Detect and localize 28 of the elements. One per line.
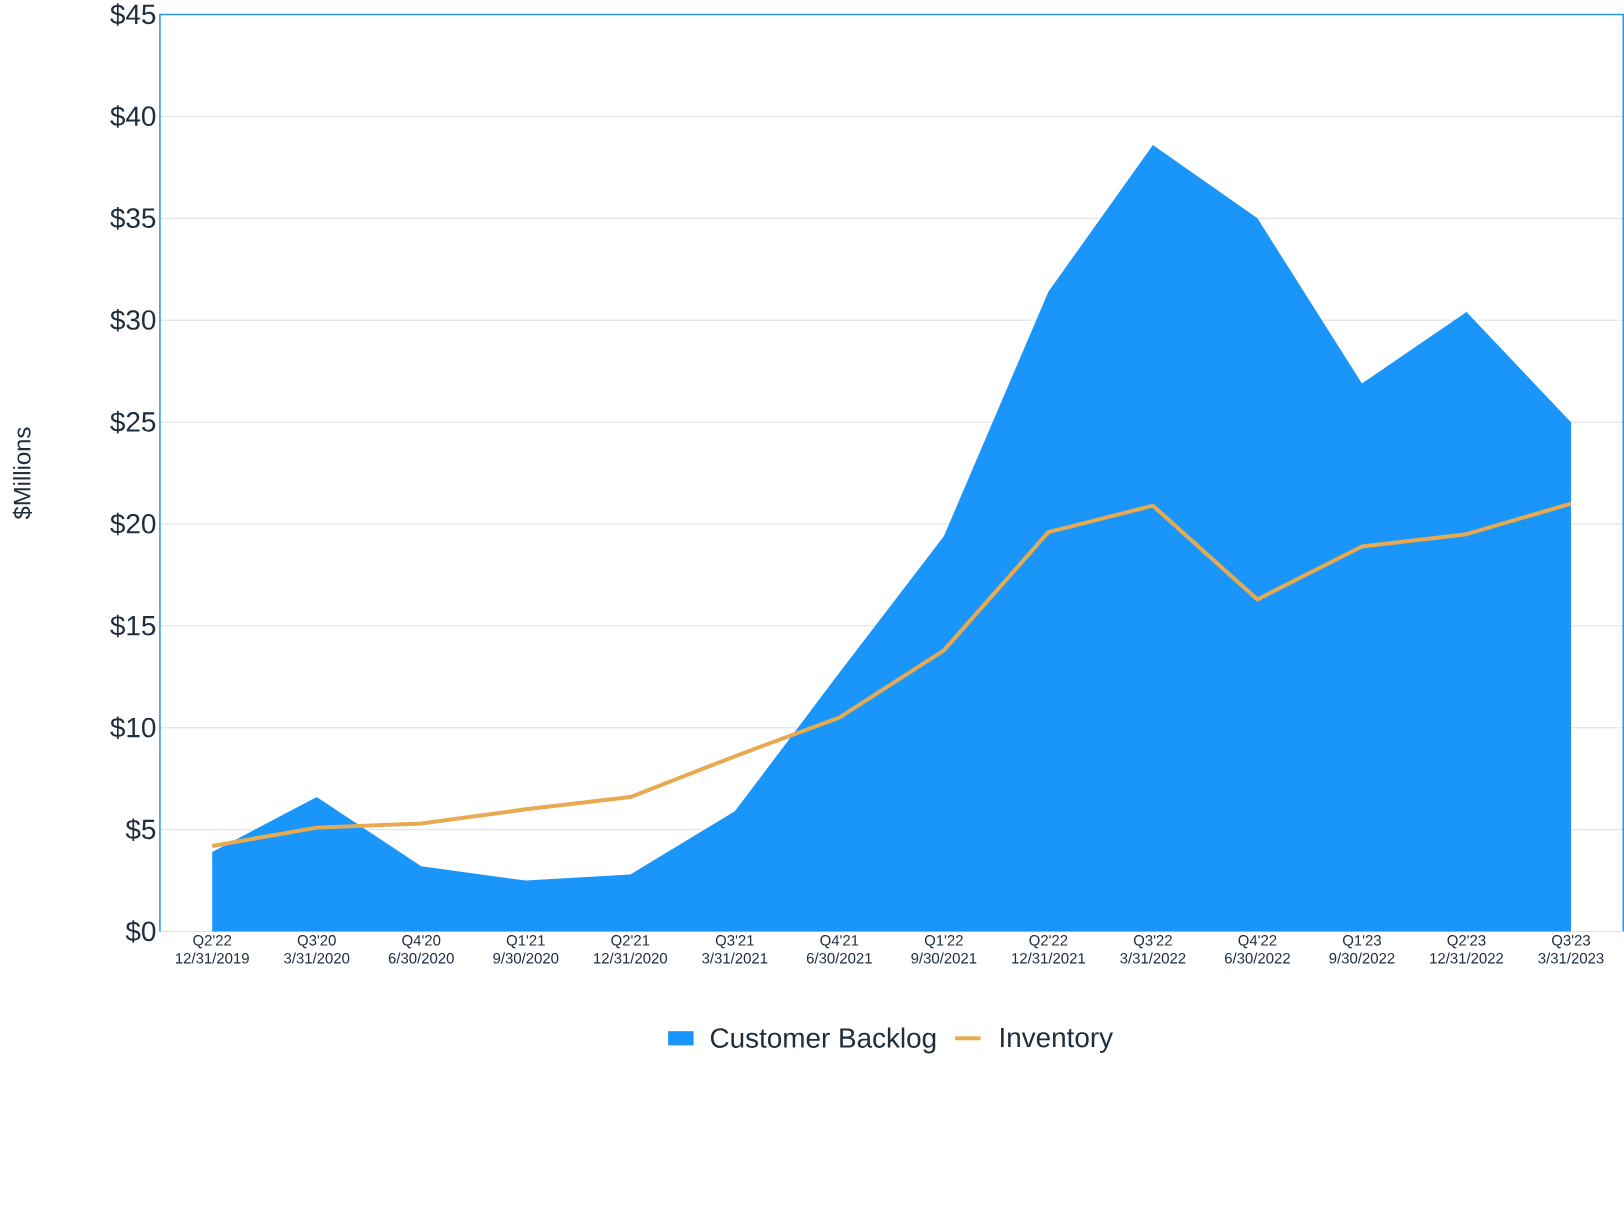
legend-label: Customer Backlog bbox=[710, 1027, 936, 1054]
y-tick-label: $15 bbox=[110, 614, 156, 638]
x-tick-label: Q4'21 6/30/2021 bbox=[806, 935, 872, 964]
x-tick-label: Q2'22 12/31/2021 bbox=[1012, 935, 1085, 964]
x-tick-label: Q2'21 12/31/2020 bbox=[594, 935, 668, 964]
y-tick-label: $10 bbox=[110, 716, 156, 740]
legend-label: Inventory bbox=[1001, 1028, 1114, 1054]
x-tick-label: Q4'20 6/30/2020 bbox=[388, 935, 454, 964]
x-tick-label: Q4'22 6/30/2022 bbox=[1224, 935, 1290, 964]
line-series bbox=[210, 501, 1573, 849]
x-tick-label: Q3'20 3/31/2020 bbox=[284, 935, 350, 964]
y-tick-label: $30 bbox=[110, 309, 156, 332]
x-tick-label: Q1'22 9/30/2021 bbox=[911, 935, 977, 964]
y-tick-label: $25 bbox=[110, 410, 156, 434]
x-tick-label: Q3'23 3/31/2023 bbox=[1538, 935, 1604, 964]
x-tick-label: Q3'22 3/31/2022 bbox=[1120, 935, 1186, 964]
y-tick-label: $40 bbox=[110, 105, 156, 128]
x-tick-label: Q2'23 12/31/2022 bbox=[1430, 935, 1504, 964]
y-tick-label: $0 bbox=[125, 920, 156, 943]
y-tick-label: $20 bbox=[110, 512, 156, 536]
x-tick-label: Q2'22 12/31/2019 bbox=[175, 935, 249, 964]
x-tick-label: Q3'21 3/31/2021 bbox=[702, 935, 768, 964]
x-tick-label: Q1'21 9/30/2020 bbox=[493, 935, 559, 964]
y-tick-label: $35 bbox=[110, 207, 156, 230]
x-tick-label: Q1'23 9/30/2022 bbox=[1329, 935, 1395, 964]
y-tick-label: $5 bbox=[125, 818, 156, 842]
y-tick-label: $45 bbox=[110, 3, 156, 26]
y-axis-title: $Millions bbox=[12, 427, 33, 520]
